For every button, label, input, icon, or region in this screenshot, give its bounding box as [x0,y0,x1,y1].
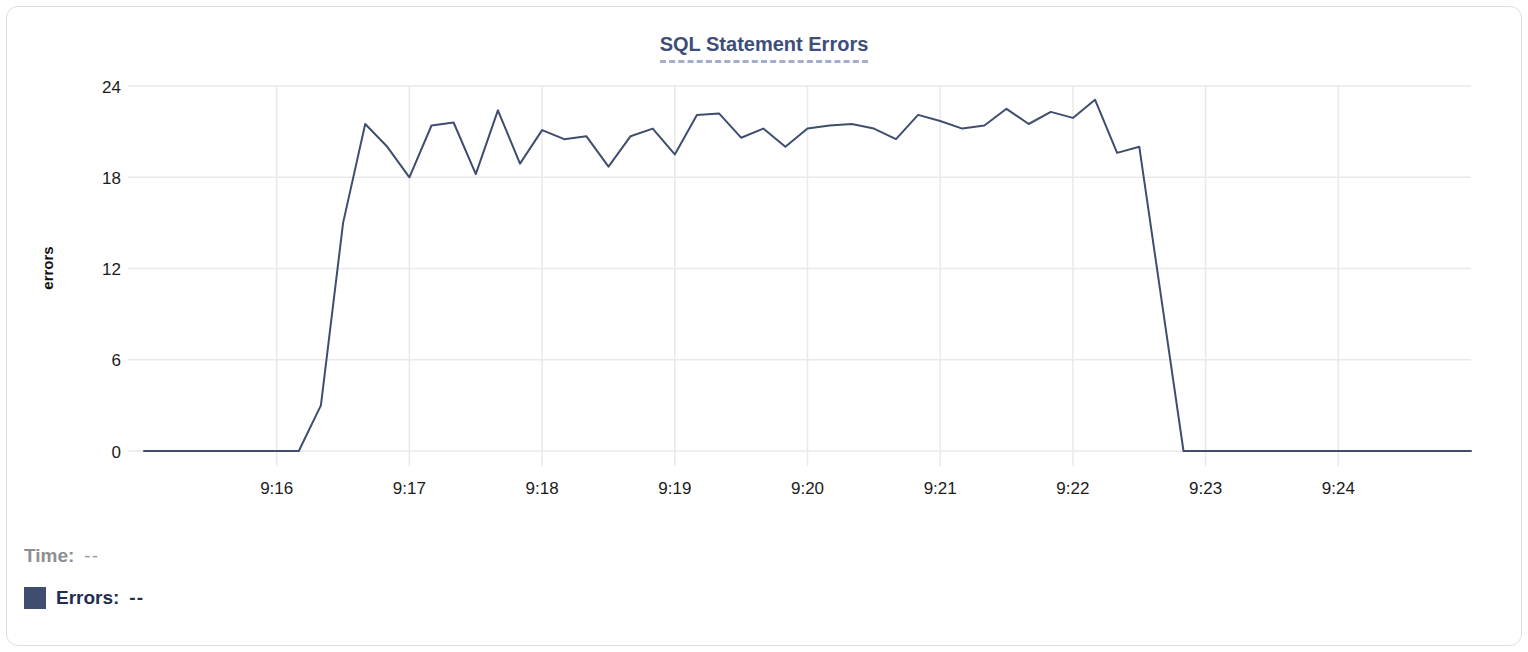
x-tick-label: 9:21 [924,479,957,498]
y-axis-title: errors [39,208,59,328]
x-tick-label: 9:22 [1056,479,1089,498]
time-readout-value: -- [84,545,99,567]
x-tick-label: 9:18 [526,479,559,498]
time-readout-row: Time: -- [24,545,99,567]
x-tick-label: 9:19 [658,479,691,498]
y-tick-label: 18 [102,169,121,188]
errors-readout-label: Errors: [56,587,119,609]
x-tick-label: 9:16 [260,479,293,498]
line-chart[interactable]: 0 6 12 18 24 9:16 9:17 9:18 9:19 9:20 9:21 9:22 9:23… [7,7,1522,646]
x-tick-label: 9:23 [1189,479,1222,498]
y-tick-label: 6 [112,351,121,370]
y-tick-label: 12 [102,260,121,279]
y-tick-label: 24 [102,78,121,97]
x-tick-label: 9:17 [393,479,426,498]
y-tick-label: 0 [112,443,121,462]
chart-title[interactable]: SQL Statement Errors [660,33,869,63]
chart-card: 0 6 12 18 24 9:16 9:17 9:18 9:19 9:20 9:21 9:22 9:23… [6,6,1522,646]
x-tick-label: 9:24 [1322,479,1355,498]
errors-legend-row[interactable]: Errors: -- [24,587,144,609]
x-tick-label: 9:20 [791,479,824,498]
time-readout-label: Time: [24,545,74,567]
errors-readout-value: -- [129,587,144,609]
chart-header: SQL Statement Errors [7,33,1521,63]
errors-series-swatch [24,587,46,609]
